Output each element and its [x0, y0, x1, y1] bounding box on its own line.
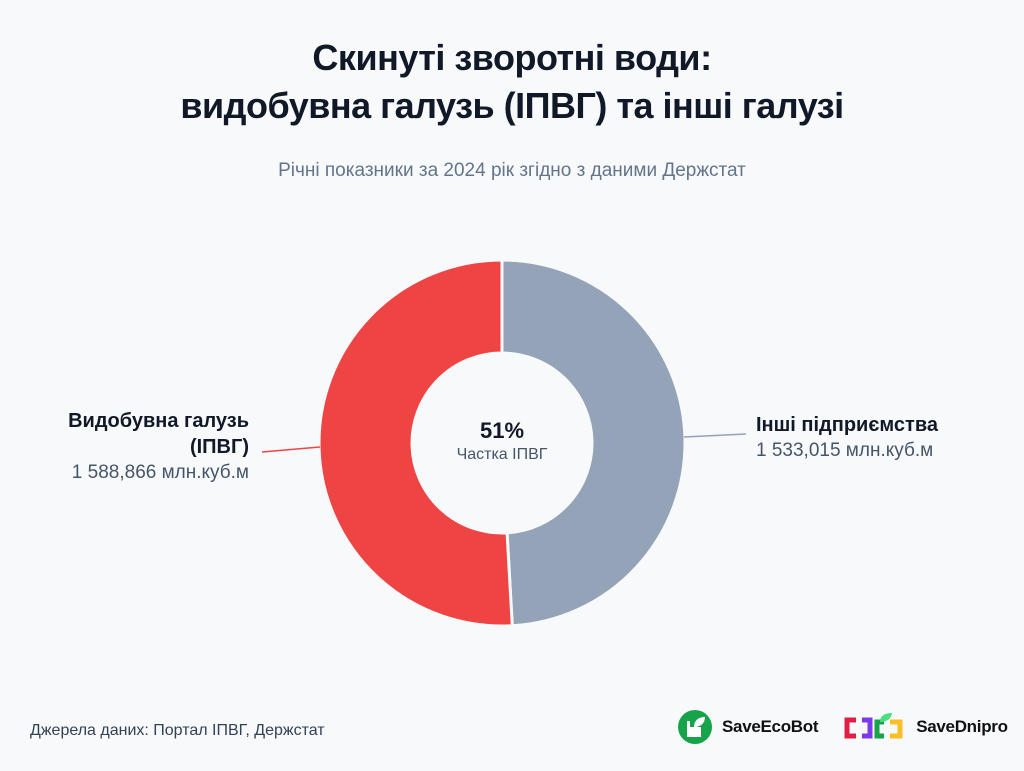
logos: SaveEcoBot SaveDnipro — [678, 710, 1008, 744]
title-line-1: Скинуті зворотні води: — [312, 37, 712, 78]
label-ipvg-name-2: (ІПВГ) — [189, 436, 249, 458]
label-other: Інші підприємства 1 533,015 млн.куб.м — [756, 412, 938, 464]
leader-line-ipvg — [261, 446, 321, 453]
saveecobot-logo-text: SaveEcoBot — [722, 717, 819, 736]
slice-ipvg — [317, 258, 514, 628]
slice-other — [500, 258, 687, 628]
data-source: Джерела даних: Портал ІПВГ, Держстат — [30, 722, 325, 739]
savednipro-logo-icon — [844, 713, 903, 739]
label-ipvg-name-1: Видобувна галузь — [68, 410, 249, 432]
label-ipvg: Видобувна галузь (ІПВГ) 1 588,866 млн.ку… — [68, 408, 249, 486]
saveecobot-logo-icon — [678, 710, 712, 744]
label-ipvg-value: 1 588,866 млн.куб.м — [71, 462, 249, 483]
savednipro-logo-text: SaveDnipro — [916, 717, 1008, 736]
label-other-name: Інші підприємства — [756, 414, 938, 436]
chart-title: Скинуті зворотні води: видобувна галузь … — [0, 34, 1024, 130]
label-other-value: 1 533,015 млн.куб.м — [756, 440, 934, 461]
center-caption: Частка ІПВГ — [456, 446, 548, 463]
chart-subtitle: Річні показники за 2024 рік згідно з дан… — [278, 160, 746, 181]
leader-line-other — [683, 433, 747, 438]
title-line-2: видобувна галузь (ІПВГ) та інші галузі — [180, 85, 844, 126]
donut-center: 51% Частка ІПВГ — [402, 418, 602, 464]
center-percent: 51% — [479, 418, 525, 443]
